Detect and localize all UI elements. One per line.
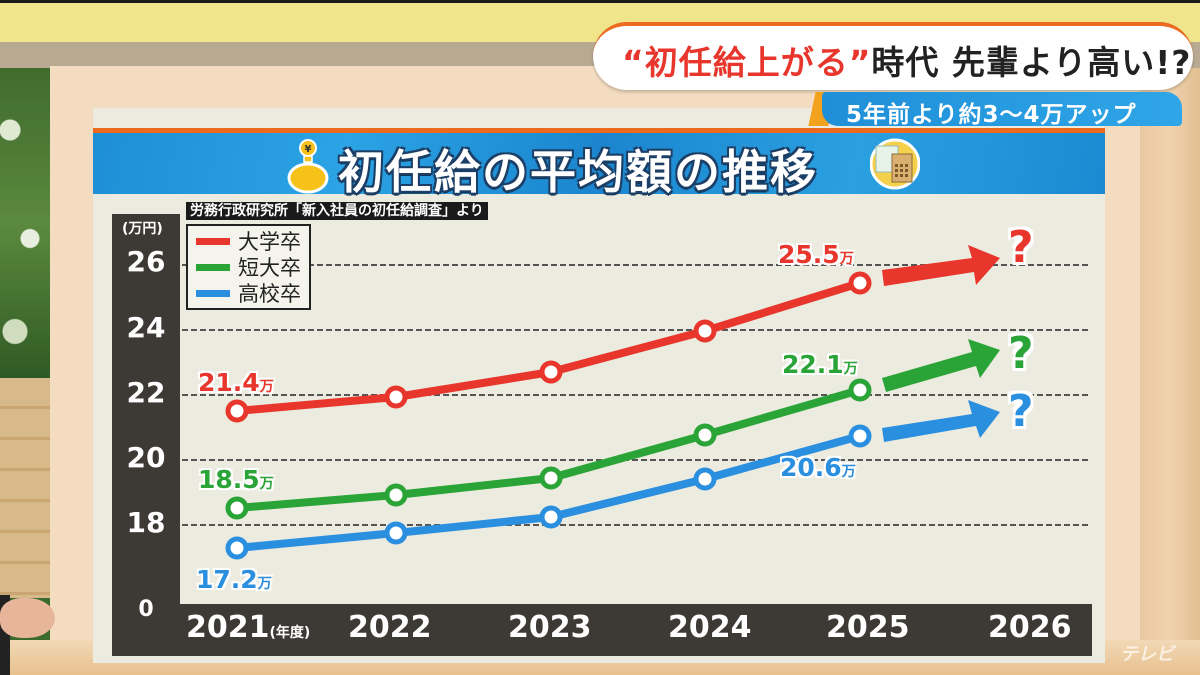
value-label-junior-college-2021: 18.5万 — [198, 465, 274, 494]
y-tick-0: 0 — [138, 597, 154, 622]
x-tick-2025: 2025 — [826, 610, 910, 645]
studio-wood-wall — [0, 378, 50, 598]
legend-swatch — [196, 263, 230, 271]
y-tick-20: 20 — [126, 441, 166, 474]
trend-arrow-university — [882, 245, 1000, 286]
value-label-university-2021: 21.4万 — [198, 368, 274, 397]
gridlines — [182, 264, 1088, 526]
value-label-junior-college-2025: 22.1万 — [782, 350, 858, 379]
question-mark-high-school: ? — [1008, 386, 1034, 437]
x-axis-band — [112, 604, 1092, 656]
legend-swatch — [196, 237, 230, 245]
x-tick-2026: 2026 — [988, 610, 1072, 645]
broadcaster-watermark: テレビ — [1120, 644, 1174, 665]
y-tick-22: 22 — [126, 376, 166, 409]
series-line-junior-college — [236, 386, 862, 512]
trend-arrow-high-school — [882, 400, 1000, 442]
y-axis-band — [112, 214, 180, 646]
calculator-icon — [870, 138, 920, 190]
board-title: 初任給の平均額の推移 — [338, 145, 818, 199]
y-axis-unit: (万円) — [122, 221, 163, 237]
coin-purse-icon: ¥ — [287, 139, 329, 194]
studio-plants — [0, 68, 50, 378]
chart-board — [93, 108, 1105, 663]
x-tick-2022: 2022 — [348, 610, 432, 645]
series-line-high-school — [236, 432, 862, 552]
y-tick-18: 18 — [126, 506, 166, 539]
series-line-university — [236, 279, 862, 415]
trend-arrow-junior-college — [882, 339, 1000, 392]
chart-legend: 大学卒 短大卒 高校卒 — [186, 224, 311, 310]
x-tick-2021: 2021(年度) — [186, 610, 311, 645]
question-mark-junior-college: ? — [1008, 328, 1034, 379]
x-tick-2023: 2023 — [508, 610, 592, 645]
data-point-markers — [225, 271, 872, 560]
legend-item-university: 大学卒 — [196, 228, 301, 254]
subheadline-banner — [822, 92, 1182, 126]
y-tick-24: 24 — [126, 311, 166, 344]
headline-text: “初任給上がる”時代 先輩より高い!? — [622, 43, 1192, 82]
presenter-hand — [0, 598, 55, 638]
y-tick-26: 26 — [126, 245, 166, 278]
subheadline-text: 5年前より約3～4万アップ — [846, 102, 1137, 128]
studio-right-pillar — [1140, 68, 1200, 675]
legend-item-junior-college: 短大卒 — [196, 254, 301, 280]
question-mark-university: ? — [1008, 222, 1034, 273]
value-label-university-2025: 25.5万 — [778, 240, 854, 269]
svg-text:¥: ¥ — [305, 144, 312, 155]
line-chart-plot — [182, 245, 1088, 560]
x-tick-2024: 2024 — [668, 610, 752, 645]
board-title-bar — [93, 128, 1105, 194]
legend-item-high-school: 高校卒 — [196, 280, 301, 306]
data-source-caption: 労務行政研究所「新入社員の初任給調査」より — [186, 202, 488, 220]
legend-swatch — [196, 289, 230, 297]
value-label-high-school-2021: 17.2万 — [196, 565, 272, 594]
axis-break-symbol: ≈ — [160, 548, 182, 578]
headline-banner — [593, 22, 1193, 90]
presenter-sleeve — [0, 595, 10, 675]
value-label-high-school-2025: 20.6万 — [780, 453, 856, 482]
